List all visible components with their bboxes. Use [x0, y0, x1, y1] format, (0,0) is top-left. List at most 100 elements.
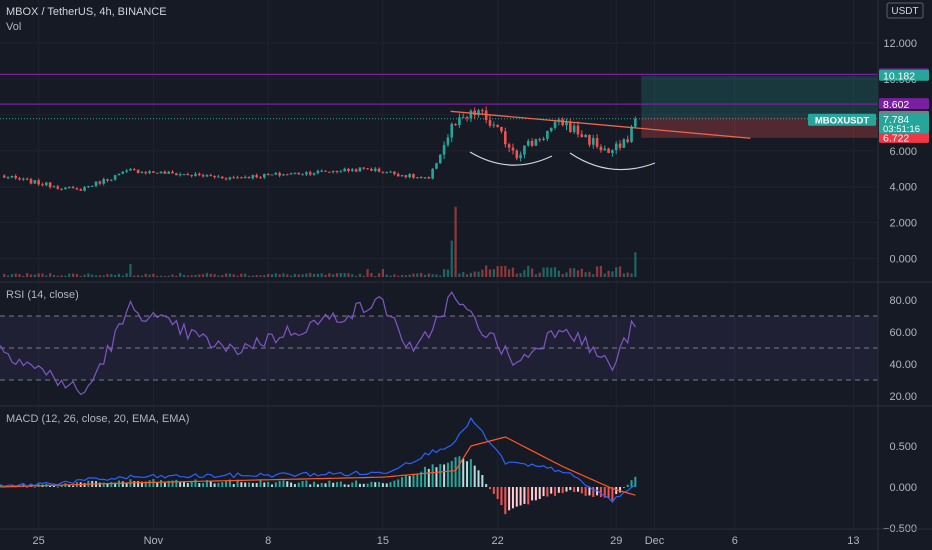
candle-body[interactable] — [224, 178, 228, 180]
candle-body[interactable] — [52, 186, 56, 188]
candle-body[interactable] — [75, 188, 79, 190]
currency-button[interactable]: USDT — [886, 2, 924, 19]
candle-body[interactable] — [102, 179, 105, 184]
candle-body[interactable] — [599, 146, 603, 151]
candle-body[interactable] — [496, 124, 499, 127]
candle-body[interactable] — [10, 175, 14, 178]
candle-body[interactable] — [297, 172, 301, 175]
candle-body[interactable] — [385, 172, 389, 174]
candle-body[interactable] — [339, 171, 343, 173]
candle-body[interactable] — [94, 181, 98, 186]
pattern-arc[interactable] — [569, 152, 656, 171]
candle-body[interactable] — [572, 125, 576, 132]
candle-body[interactable] — [320, 170, 323, 172]
candle-body[interactable] — [351, 169, 354, 171]
candle-body[interactable] — [580, 134, 584, 138]
candle-body[interactable] — [33, 180, 37, 184]
candle-body[interactable] — [83, 186, 86, 191]
candle-body[interactable] — [209, 175, 213, 177]
candle-body[interactable] — [71, 187, 75, 189]
candle-body[interactable] — [270, 174, 274, 176]
candle-body[interactable] — [60, 188, 63, 190]
candle-body[interactable] — [523, 145, 526, 155]
candle-body[interactable] — [64, 187, 67, 190]
candle-body[interactable] — [561, 119, 564, 126]
candle-body[interactable] — [588, 134, 591, 145]
candle-body[interactable] — [412, 174, 415, 178]
candle-body[interactable] — [477, 110, 480, 116]
candle-body[interactable] — [404, 175, 408, 178]
candle-body[interactable] — [301, 174, 304, 176]
candle-body[interactable] — [481, 110, 484, 112]
candle-body[interactable] — [569, 122, 572, 132]
candle-body[interactable] — [423, 177, 427, 179]
candle-body[interactable] — [507, 144, 511, 148]
candle-body[interactable] — [289, 173, 293, 175]
candle-body[interactable] — [106, 179, 109, 181]
pattern-arc[interactable] — [469, 151, 553, 166]
candle-body[interactable] — [427, 177, 431, 179]
candle-body[interactable] — [293, 172, 297, 174]
candle-body[interactable] — [278, 172, 281, 176]
candle-body[interactable] — [381, 171, 385, 173]
macd-pane[interactable] — [0, 416, 637, 515]
candle-body[interactable] — [484, 110, 488, 121]
candle-body[interactable] — [144, 172, 148, 174]
candle-body[interactable] — [228, 177, 232, 180]
candle-body[interactable] — [79, 189, 83, 191]
candle-body[interactable] — [362, 167, 366, 169]
candle-body[interactable] — [396, 174, 400, 177]
candle-body[interactable] — [152, 171, 155, 173]
candle-body[interactable] — [29, 179, 33, 184]
candle-body[interactable] — [408, 174, 411, 178]
candle-body[interactable] — [331, 170, 335, 172]
candle-body[interactable] — [492, 124, 496, 126]
candle-body[interactable] — [603, 148, 607, 151]
candle-body[interactable] — [393, 171, 396, 175]
candle-body[interactable] — [442, 144, 446, 155]
macd-line[interactable] — [0, 416, 636, 504]
candle-body[interactable] — [630, 126, 633, 142]
candle-body[interactable] — [328, 171, 331, 173]
candle-body[interactable] — [136, 169, 140, 174]
candle-body[interactable] — [201, 175, 205, 177]
candle-body[interactable] — [159, 171, 163, 174]
candle-body[interactable] — [347, 168, 350, 171]
candle-body[interactable] — [373, 168, 377, 171]
rsi-pane[interactable] — [0, 291, 878, 396]
candle-body[interactable] — [618, 143, 622, 148]
long-position-profit-zone[interactable] — [641, 75, 878, 117]
candle-body[interactable] — [259, 177, 262, 179]
candle-body[interactable] — [45, 182, 48, 186]
candle-body[interactable] — [335, 170, 339, 172]
candle-body[interactable] — [18, 178, 21, 180]
candle-body[interactable] — [511, 147, 515, 151]
candle-body[interactable] — [243, 176, 247, 178]
candle-body[interactable] — [129, 169, 132, 171]
candle-body[interactable] — [37, 180, 40, 185]
candle-body[interactable] — [48, 182, 52, 188]
candle-body[interactable] — [366, 168, 369, 170]
candle-body[interactable] — [282, 174, 285, 176]
candle-body[interactable] — [175, 173, 178, 176]
candle-body[interactable] — [255, 175, 258, 178]
candle-body[interactable] — [324, 170, 327, 172]
candle-body[interactable] — [419, 177, 423, 179]
candle-body[interactable] — [584, 134, 587, 138]
candle-body[interactable] — [6, 177, 10, 179]
candle-body[interactable] — [565, 122, 568, 126]
candle-body[interactable] — [454, 123, 457, 126]
candle-body[interactable] — [400, 175, 404, 177]
candle-body[interactable] — [98, 181, 102, 184]
candle-body[interactable] — [263, 173, 266, 178]
candle-body[interactable] — [251, 175, 255, 179]
candle-body[interactable] — [140, 172, 144, 174]
candle-body[interactable] — [2, 175, 6, 178]
candle-body[interactable] — [232, 177, 236, 179]
candle-body[interactable] — [549, 127, 553, 131]
candle-body[interactable] — [186, 174, 190, 176]
candle-body[interactable] — [469, 110, 473, 119]
candle-body[interactable] — [591, 138, 595, 145]
candle-body[interactable] — [626, 139, 629, 142]
